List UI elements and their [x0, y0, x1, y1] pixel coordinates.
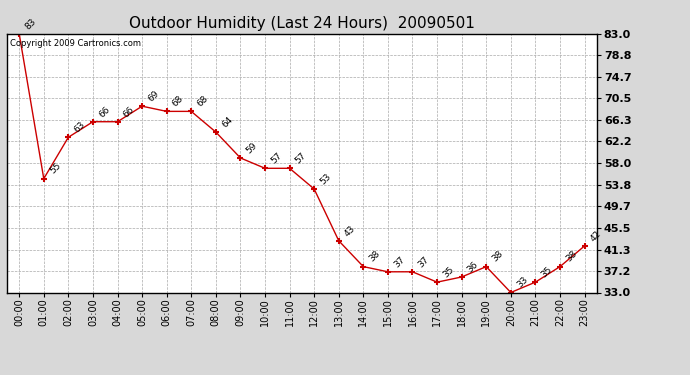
Text: Copyright 2009 Cartronics.com: Copyright 2009 Cartronics.com: [10, 39, 141, 48]
Text: 38: 38: [491, 249, 505, 264]
Text: 38: 38: [368, 249, 382, 264]
Text: 64: 64: [220, 115, 235, 129]
Text: 37: 37: [392, 255, 406, 269]
Text: 35: 35: [540, 265, 554, 279]
Text: 68: 68: [195, 94, 210, 109]
Text: 68: 68: [171, 94, 186, 109]
Text: 53: 53: [318, 172, 333, 186]
Text: 36: 36: [466, 260, 480, 274]
Text: 55: 55: [48, 161, 62, 176]
Title: Outdoor Humidity (Last 24 Hours)  20090501: Outdoor Humidity (Last 24 Hours) 2009050…: [129, 16, 475, 31]
Text: 33: 33: [515, 275, 529, 290]
Text: 38: 38: [564, 249, 579, 264]
Text: 66: 66: [97, 105, 112, 119]
Text: 57: 57: [269, 151, 284, 165]
Text: 35: 35: [441, 265, 455, 279]
Text: 43: 43: [343, 224, 357, 238]
Text: 59: 59: [244, 141, 259, 155]
Text: 63: 63: [72, 120, 87, 135]
Text: 37: 37: [417, 255, 431, 269]
Text: 42: 42: [589, 229, 603, 243]
Text: 83: 83: [23, 16, 38, 31]
Text: 57: 57: [294, 151, 308, 165]
Text: 69: 69: [146, 89, 161, 104]
Text: 66: 66: [121, 105, 136, 119]
